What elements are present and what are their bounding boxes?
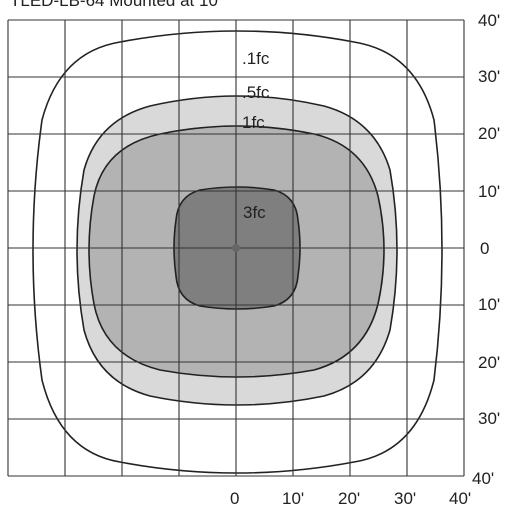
right-tick: 0 — [480, 239, 489, 258]
contour-label-05fc: .5fc — [242, 83, 270, 102]
right-tick: 20' — [478, 124, 500, 143]
bottom-axis: 0 10' 20' 30' 40' — [230, 489, 471, 508]
right-tick: 30' — [478, 67, 500, 86]
right-tick: 20' — [478, 353, 500, 372]
diagram-title: TLED-LB-64 Mounted at 10' — [10, 0, 221, 10]
fixture-center-dot — [232, 244, 240, 252]
grid — [7, 19, 465, 477]
contour-label-1fc: 1fc — [242, 113, 265, 132]
bottom-tick: 20' — [338, 489, 360, 508]
contour-label-01fc: .1fc — [242, 49, 270, 68]
right-tick: 10' — [478, 182, 500, 201]
bottom-tick: 10' — [282, 489, 304, 508]
right-axis: 40' 30' 20' 10' 0 10' 20' 30' 40' — [472, 11, 500, 488]
right-tick: 40' — [478, 11, 500, 30]
bottom-tick: 0 — [230, 489, 239, 508]
right-tick: 10' — [478, 295, 500, 314]
right-tick: 40' — [472, 469, 494, 488]
bottom-tick: 40' — [449, 489, 471, 508]
contour-label-3fc: 3fc — [243, 203, 266, 222]
bottom-tick: 30' — [394, 489, 416, 508]
right-tick: 30' — [478, 409, 500, 428]
